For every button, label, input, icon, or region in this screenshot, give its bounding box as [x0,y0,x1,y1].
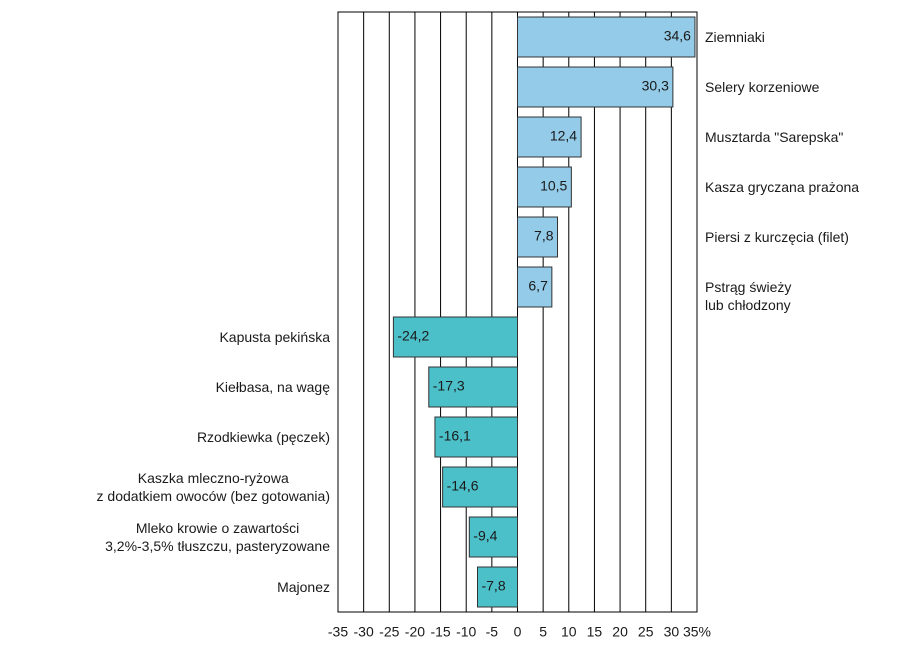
x-tick-label: 0 [514,624,522,640]
x-tick-label: 25 [638,624,654,640]
bar [517,266,553,308]
plot-border [337,11,698,613]
category-label: Musztarda "Sarepska" [705,129,844,145]
bar [468,516,519,558]
x-tick-label: -10 [456,624,476,640]
value-label: 7,8 [534,228,554,244]
category-label: Kapusta pekińska [219,329,330,345]
bar [476,566,518,608]
bar [517,16,696,58]
value-label: 12,4 [550,128,577,144]
bar [517,116,582,158]
bar [517,166,572,208]
x-tick-label: 15 [587,624,603,640]
x-tick-label: -30 [354,624,374,640]
value-label: -17,3 [433,378,465,394]
bar [442,466,519,508]
x-tick-label: 35% [683,624,711,640]
category-label: Ziemniaki [705,29,765,45]
value-label: 10,5 [540,178,567,194]
x-tick-label: 5 [539,624,547,640]
bar [517,66,674,108]
x-tick-label: 10 [561,624,577,640]
category-label: Selery korzeniowe [705,79,820,95]
x-tick-label: -25 [379,624,399,640]
x-tick-label: -35 [328,624,348,640]
value-label: 6,7 [528,278,548,294]
value-label: 30,3 [642,78,669,94]
x-tick-label: -5 [486,624,499,640]
value-label: 34,6 [664,28,691,44]
x-tick-label: 20 [612,624,628,640]
category-label: Kaszka mleczno-ryżowa z dodatkiem owoców… [96,470,330,504]
category-label: Kiełbasa, na wagę [215,379,330,395]
value-label: -7,8 [481,578,505,594]
category-label: Kasza gryczana prażona [705,179,860,195]
value-label: -16,1 [439,428,471,444]
bar [517,216,559,258]
value-label: -14,6 [447,478,479,494]
bar [428,366,519,408]
category-label: Pstrąg świeży lub chłodzony [705,279,792,313]
x-tick-label: 30 [664,624,680,640]
x-tick-label: -20 [405,624,425,640]
category-label: Majonez [277,579,330,595]
bar [392,316,519,358]
x-tick-label: -15 [430,624,450,640]
bar [434,416,518,458]
category-label: Rzodkiewka (pęczek) [196,429,330,445]
category-label: Piersi z kurczęcia (filet) [705,229,849,245]
category-label: Mleko krowie o zawartości 3,2%-3,5% tłus… [105,520,330,554]
value-label: -24,2 [397,328,429,344]
value-label: -9,4 [473,528,497,544]
